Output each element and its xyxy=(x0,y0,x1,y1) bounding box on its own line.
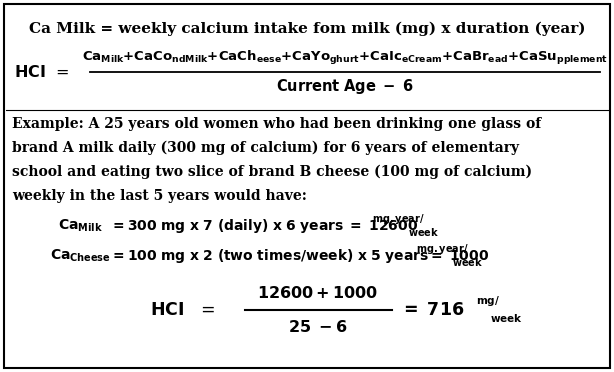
Text: Example: A 25 years old women who had been drinking one glass of: Example: A 25 years old women who had be… xyxy=(12,117,542,131)
Text: $\mathbf{HCI}$  =: $\mathbf{HCI}$ = xyxy=(14,64,69,80)
Text: $\mathbf{= 100\ mg\ x\ 2\ (two\ times/week)\ x\ 5\ years{=}\ 1000}$: $\mathbf{= 100\ mg\ x\ 2\ (two\ times/we… xyxy=(110,247,489,265)
Text: $\mathbf{week}$: $\mathbf{week}$ xyxy=(490,312,523,324)
Text: school and eating two slice of brand B cheese (100 mg of calcium): school and eating two slice of brand B c… xyxy=(12,165,532,179)
Text: $\mathbf{12600 + 1000}$: $\mathbf{12600 + 1000}$ xyxy=(257,285,379,301)
Text: $\mathbf{mg.year/}$: $\mathbf{mg.year/}$ xyxy=(416,242,468,256)
Text: weekly in the last 5 years would have:: weekly in the last 5 years would have: xyxy=(12,189,307,203)
Text: $\mathbf{=\ 716}$: $\mathbf{=\ 716}$ xyxy=(400,301,464,319)
Text: $\mathbf{HCI}$   =: $\mathbf{HCI}$ = xyxy=(150,301,215,319)
Text: $\mathbf{= 300\ mg\ x\ 7\ (daily)\ x\ 6\ years\ =\ 12600}$: $\mathbf{= 300\ mg\ x\ 7\ (daily)\ x\ 6\… xyxy=(110,217,418,235)
Text: brand A milk daily (300 mg of calcium) for 6 years of elementary: brand A milk daily (300 mg of calcium) f… xyxy=(12,141,519,155)
Text: $\mathbf{mg/}$: $\mathbf{mg/}$ xyxy=(476,294,500,308)
Text: $\mathbf{Current\ Age\ -\ 6}$: $\mathbf{Current\ Age\ -\ 6}$ xyxy=(276,77,414,96)
Text: $\mathbf{25\ -6}$: $\mathbf{25\ -6}$ xyxy=(289,319,348,335)
Text: $\mathbf{Ca}_{\mathbf{Milk}}$: $\mathbf{Ca}_{\mathbf{Milk}}$ xyxy=(58,218,103,234)
Text: $\mathbf{mg.year/}$: $\mathbf{mg.year/}$ xyxy=(372,212,425,226)
Text: $\mathbf{Ca}_{\mathbf{Milk}}$$\mathbf{+CaCo}_{\mathbf{ndMilk}}$$\mathbf{+CaCh}_{: $\mathbf{Ca}_{\mathbf{Milk}}$$\mathbf{+C… xyxy=(82,49,608,67)
Text: Ca Milk = weekly calcium intake fom milk (mg) x duration (year): Ca Milk = weekly calcium intake fom milk… xyxy=(29,22,585,36)
Text: $\mathbf{week}$: $\mathbf{week}$ xyxy=(452,256,483,268)
Text: $\mathbf{week}$: $\mathbf{week}$ xyxy=(408,226,439,238)
Text: $\mathbf{Ca}_{\mathbf{Cheese}}$: $\mathbf{Ca}_{\mathbf{Cheese}}$ xyxy=(50,248,111,264)
